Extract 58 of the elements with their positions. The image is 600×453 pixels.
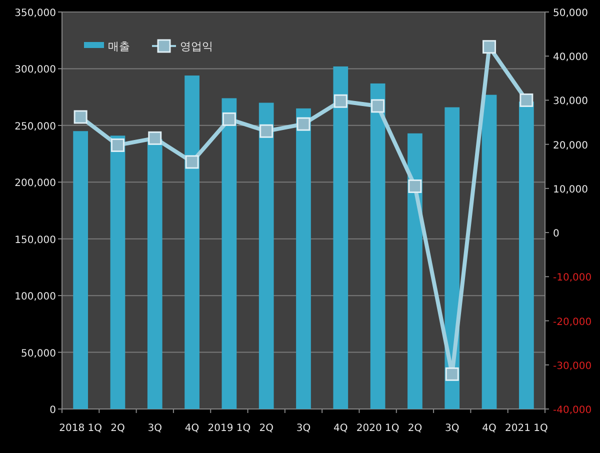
- x-tick-label: 3Q: [445, 423, 460, 434]
- point: [110, 138, 124, 152]
- point: [482, 40, 496, 54]
- x-tick-label: 2Q: [408, 423, 422, 434]
- point: [260, 124, 274, 138]
- point: [148, 131, 162, 145]
- x-tick-label: 3Q: [148, 423, 162, 434]
- y2-tick-label: 10,000: [553, 184, 588, 196]
- y-tick-label: 150,000: [14, 234, 56, 246]
- point: [520, 93, 534, 107]
- y-tick-label: 200,000: [14, 178, 56, 190]
- y-tick-label: 350,000: [14, 8, 56, 19]
- bar: [73, 131, 88, 409]
- bar: [408, 133, 422, 409]
- y-tick-label: 50,000: [21, 348, 56, 360]
- y2-tick-label: 40,000: [553, 52, 588, 64]
- point: [74, 110, 88, 124]
- y2-tick-label: 20,000: [553, 140, 588, 152]
- y-tick-label: 0: [50, 405, 56, 416]
- x-tick-label: 2021 1Q: [504, 423, 548, 434]
- point: [185, 155, 199, 169]
- point: [371, 99, 385, 113]
- y2-tick-label: -30,000: [553, 360, 592, 372]
- x-tick-label: 2019 1Q: [208, 423, 251, 434]
- y2-tick-label: 50,000: [553, 8, 588, 19]
- legend-label: 영업익: [180, 40, 213, 53]
- legend-label: 매출: [108, 40, 130, 53]
- bar: [333, 66, 348, 409]
- bar: [222, 98, 237, 409]
- y-tick-label: 300,000: [14, 64, 56, 76]
- bar: [482, 94, 497, 409]
- x-tick-label: 2020 1Q: [356, 423, 400, 434]
- point: [445, 367, 459, 381]
- y2-tick-label: -20,000: [553, 316, 592, 328]
- x-tick-label: 4Q: [184, 423, 200, 434]
- bar: [296, 108, 311, 409]
- point: [296, 117, 310, 131]
- point: [222, 112, 236, 126]
- y2-tick-label: 0: [553, 228, 560, 240]
- y-tick-label: 100,000: [14, 292, 56, 303]
- x-tick-label: 3Q: [296, 423, 311, 434]
- x-tick-label: 2Q: [259, 423, 274, 434]
- y2-tick-label: -10,000: [553, 272, 592, 284]
- bar: [110, 136, 126, 409]
- y-tick-label: 250,000: [14, 121, 56, 132]
- point: [408, 179, 422, 193]
- bar: [518, 102, 534, 409]
- x-tick-label: 4Q: [334, 423, 348, 434]
- x-tick-label: 2Q: [110, 423, 125, 434]
- bar: [370, 83, 386, 409]
- y2-tick-label: 30,000: [553, 96, 588, 108]
- y2-tick-label: -40,000: [553, 405, 592, 416]
- x-tick-label: 2018 1Q: [59, 423, 102, 434]
- x-tick-label: 4Q: [482, 423, 497, 434]
- point: [334, 94, 348, 108]
- bar: [184, 76, 200, 409]
- bar: [147, 139, 162, 409]
- bar: [258, 102, 274, 409]
